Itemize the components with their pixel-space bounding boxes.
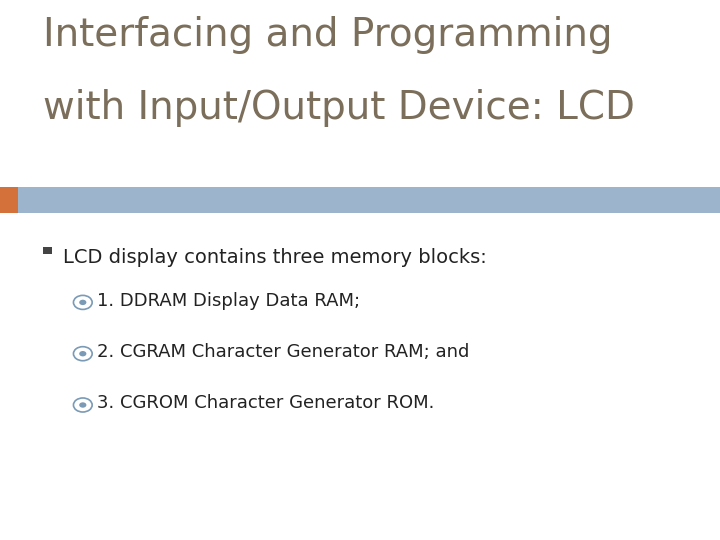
Bar xyxy=(0,187,18,213)
Text: 1. DDRAM Display Data RAM;: 1. DDRAM Display Data RAM; xyxy=(97,292,360,310)
Circle shape xyxy=(79,351,86,356)
Text: with Input/Output Device: LCD: with Input/Output Device: LCD xyxy=(43,89,635,127)
Text: 2. CGRAM Character Generator RAM; and: 2. CGRAM Character Generator RAM; and xyxy=(97,343,469,361)
Bar xyxy=(0,187,720,213)
Circle shape xyxy=(79,300,86,305)
Bar xyxy=(43,247,52,254)
Circle shape xyxy=(79,402,86,408)
Text: LCD display contains three memory blocks:: LCD display contains three memory blocks… xyxy=(63,248,487,267)
Text: 3. CGROM Character Generator ROM.: 3. CGROM Character Generator ROM. xyxy=(97,394,435,413)
Text: Interfacing and Programming: Interfacing and Programming xyxy=(43,16,613,54)
